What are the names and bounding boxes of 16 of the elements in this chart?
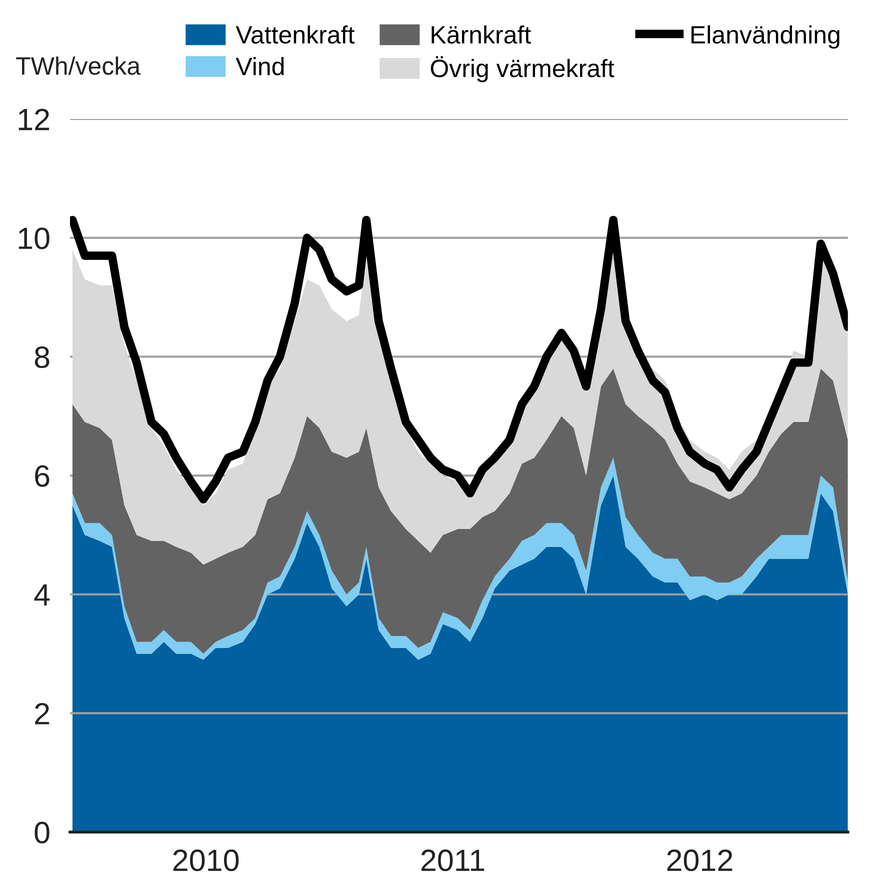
x-tick-label: 2010 xyxy=(173,850,239,872)
legend-label: Vind xyxy=(236,57,284,76)
y-tick-label: 0 xyxy=(34,822,50,844)
legend-label: Elanvändning xyxy=(691,25,840,49)
y-tick-label: 6 xyxy=(35,465,50,487)
y-tick-label: 8 xyxy=(34,346,50,368)
legend-label: Kärnkraft xyxy=(432,25,531,44)
y-tick-label: 4 xyxy=(34,584,50,606)
y-axis-title: TWh/vecka xyxy=(16,56,141,75)
legend-label: Övrig värmekraft xyxy=(430,56,614,82)
x-tick-label: 2011 xyxy=(421,850,484,872)
y-tick-label: 10 xyxy=(18,228,50,250)
y-tick-label: 12 xyxy=(18,108,50,130)
x-tick-label: 2012 xyxy=(667,850,732,872)
y-tick-label: 2 xyxy=(35,702,50,724)
legend-label: Vattenkraft xyxy=(236,25,355,44)
